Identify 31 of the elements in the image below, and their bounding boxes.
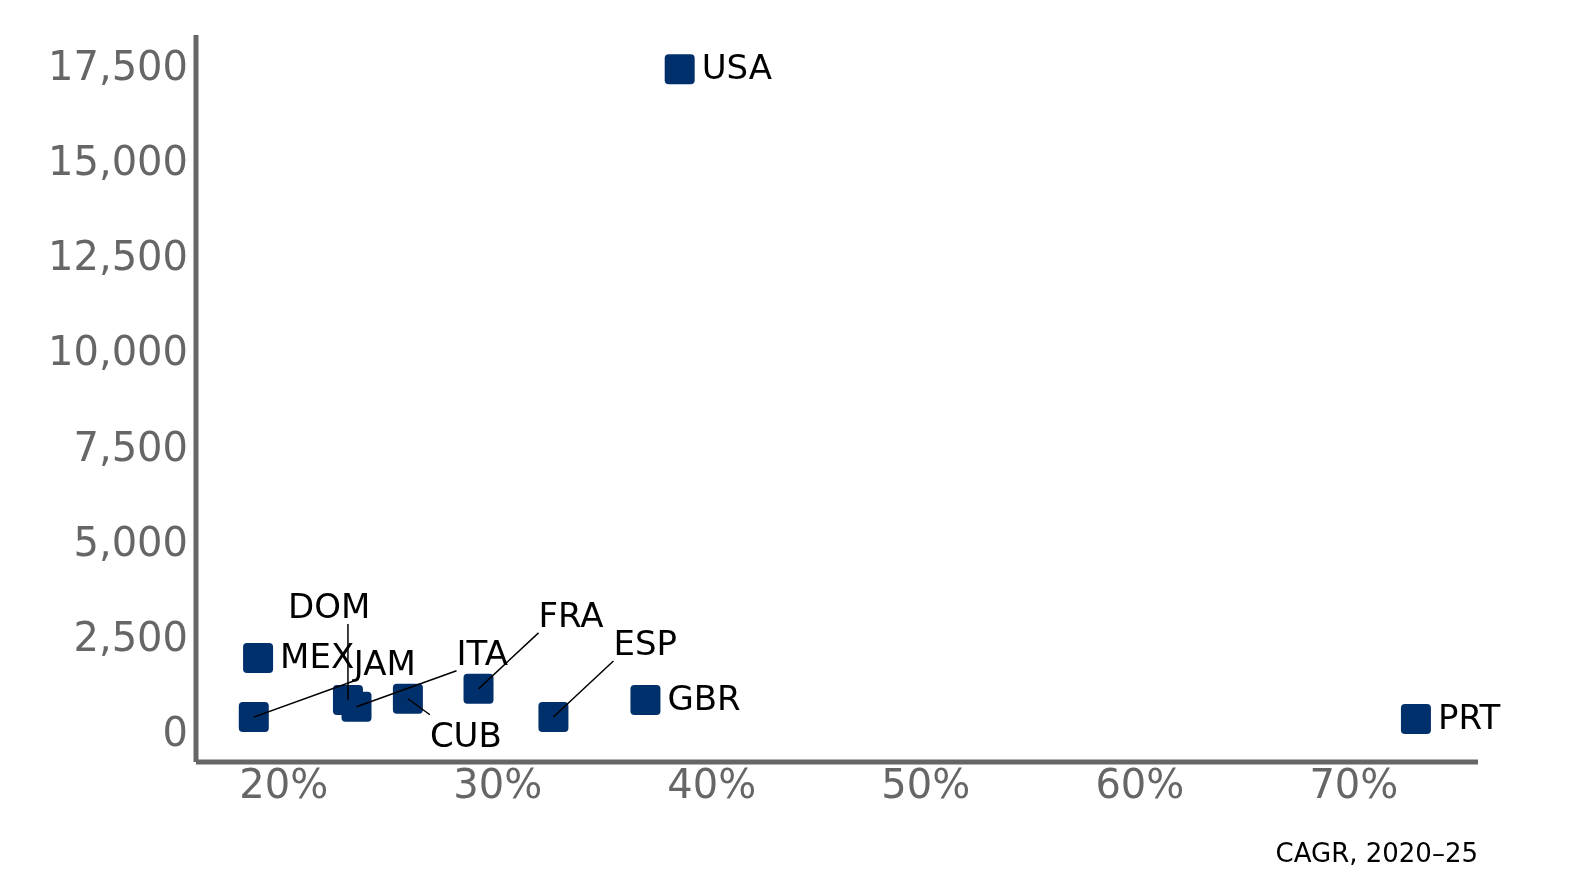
y-tick-label: 0 bbox=[162, 709, 188, 756]
point bbox=[238, 702, 269, 733]
x-axis-title: CAGR, 2020–25 bbox=[1275, 838, 1478, 868]
y-tick-label: 7,500 bbox=[73, 423, 188, 470]
annotation: ESP bbox=[613, 623, 677, 664]
point bbox=[243, 642, 274, 673]
annotation: GBR bbox=[667, 677, 741, 718]
point bbox=[392, 683, 423, 714]
x-tick-label: 30% bbox=[453, 761, 543, 808]
y-tick-label: 5,000 bbox=[73, 518, 188, 565]
annotation: DOM bbox=[287, 585, 371, 626]
point bbox=[1400, 703, 1431, 734]
x-tick-label: 50% bbox=[881, 761, 971, 808]
point bbox=[664, 54, 695, 85]
annotation: CUB bbox=[429, 714, 502, 755]
y-tick-label: 15,000 bbox=[48, 137, 188, 184]
x-tick-label: 40% bbox=[667, 761, 757, 808]
y-tick-label: 2,500 bbox=[73, 614, 188, 661]
point bbox=[463, 673, 494, 704]
y-tick-label: 12,500 bbox=[48, 233, 188, 280]
annotation: PRT bbox=[1437, 696, 1501, 737]
annotation: FRA bbox=[538, 594, 604, 635]
point bbox=[538, 702, 569, 733]
x-tick-label: 70% bbox=[1309, 761, 1399, 808]
x-tick-label: 60% bbox=[1095, 761, 1185, 808]
annotation: USA bbox=[701, 47, 773, 88]
annotation: ITA bbox=[456, 632, 508, 673]
point bbox=[630, 684, 661, 715]
y-tick-label: 10,000 bbox=[48, 328, 188, 375]
x-tick-label: 20% bbox=[239, 761, 329, 808]
y-tick-label: 17,500 bbox=[48, 42, 188, 89]
